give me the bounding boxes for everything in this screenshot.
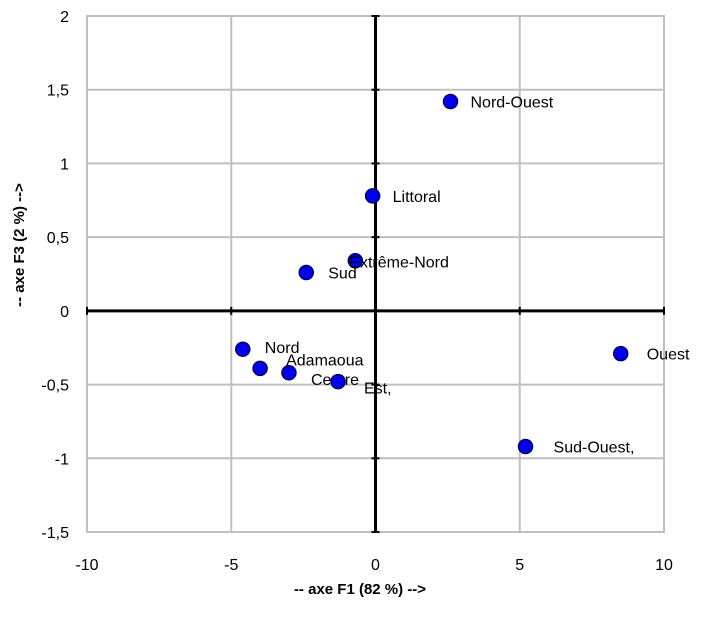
y-axis-title: -- axe F3 (2 %) --> — [11, 183, 28, 307]
y-tick-label: -1 — [55, 451, 69, 468]
y-tick-labels: -1,5 -1 -0,5 0 0,5 1 1,5 2 — [41, 9, 69, 542]
x-tick-labels: -10 -5 0 5 10 — [75, 557, 673, 574]
data-point-group: Sud — [298, 264, 357, 283]
data-point — [330, 373, 346, 390]
y-tick-label: -1,5 — [41, 525, 69, 542]
data-point-label: Nord — [265, 340, 300, 357]
data-point-label: Ouest — [647, 347, 690, 364]
y-tick-label: 0,5 — [47, 230, 69, 247]
data-point — [612, 345, 629, 362]
data-point — [364, 188, 381, 204]
data-point — [281, 365, 297, 381]
data-point-group: Sud-Ouest, — [517, 438, 635, 456]
x-axis-title: -- axe F1 (82 %) --> — [294, 581, 426, 598]
data-point-group: Littoral — [364, 188, 441, 206]
data-point-label: Est, — [364, 381, 392, 398]
data-point-label: Extrême-Nord — [349, 255, 449, 272]
data-point-label: Littoral — [393, 189, 441, 206]
data-point-group: Adamaoua — [252, 352, 364, 377]
data-point — [252, 360, 268, 377]
x-tick-label: 10 — [655, 557, 673, 574]
x-tick-label: -10 — [75, 557, 98, 574]
data-point-group: Est, — [330, 373, 392, 398]
y-tick-label: 1 — [60, 156, 69, 173]
y-tick-label: -0,5 — [41, 378, 69, 395]
y-tick-label: 1,5 — [47, 83, 69, 100]
data-point-group: Nord — [235, 340, 300, 357]
data-point-group: Ouest — [612, 345, 690, 364]
data-point-group: Extrême-Nord — [347, 252, 449, 272]
x-tick-label: -5 — [224, 557, 238, 574]
x-tick-label: 5 — [515, 557, 524, 574]
plot-area — [86, 15, 665, 533]
data-point — [235, 341, 251, 357]
data-point-label: Sud — [328, 266, 356, 283]
y-tick-label: 0 — [60, 304, 69, 321]
data-point-label: Nord-Ouest — [471, 95, 554, 112]
data-point — [517, 438, 534, 455]
data-point-group: Nord-Ouest — [442, 93, 554, 112]
data-point — [298, 264, 315, 281]
y-tick-label: 2 — [60, 9, 69, 26]
data-point — [442, 93, 459, 110]
data-point-label: Adamaoua — [286, 352, 363, 369]
data-point-label: Sud-Ouest, — [554, 439, 635, 456]
x-tick-label: 0 — [371, 557, 380, 574]
data-point — [347, 252, 364, 269]
